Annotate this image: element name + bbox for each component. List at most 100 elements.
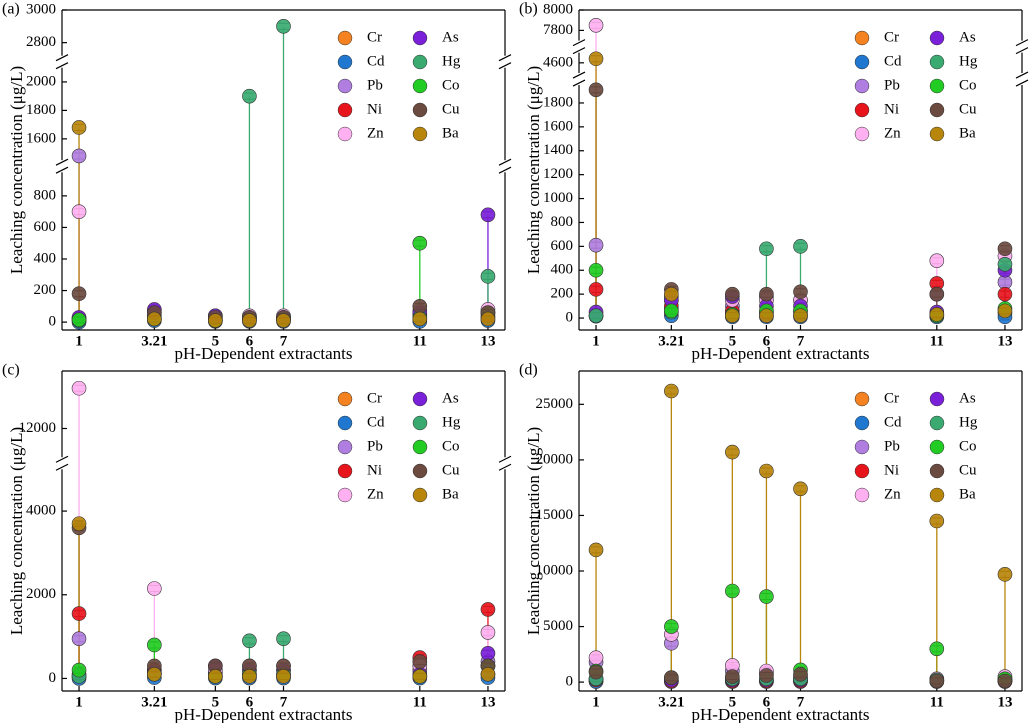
point xyxy=(588,82,604,98)
legend-label: As xyxy=(442,29,459,45)
point xyxy=(71,312,87,328)
point xyxy=(276,631,291,646)
panel-label: (d) xyxy=(519,362,538,379)
legend-marker xyxy=(929,30,945,46)
y-tick-label: 2800 xyxy=(26,34,56,50)
axis-break xyxy=(572,71,586,79)
point xyxy=(71,631,87,646)
point xyxy=(725,308,740,323)
x-tick-label: 13 xyxy=(480,333,495,349)
point xyxy=(480,602,496,617)
legend-label: Cu xyxy=(959,462,977,478)
point xyxy=(71,662,87,678)
legend-label: Cd xyxy=(367,53,385,69)
legend-marker xyxy=(854,102,870,118)
x-tick-label: 1 xyxy=(592,333,600,349)
legend-marker xyxy=(337,391,353,407)
point xyxy=(929,286,945,302)
legend-label: Hg xyxy=(442,53,461,69)
legend-marker xyxy=(929,439,945,455)
axis-break xyxy=(498,54,512,62)
point xyxy=(480,311,496,327)
point xyxy=(929,513,945,529)
point xyxy=(588,282,604,297)
y-tick-label: 1800 xyxy=(543,94,573,110)
legend-marker xyxy=(929,463,945,479)
point xyxy=(664,670,679,685)
x-tick-label: 6 xyxy=(763,694,771,710)
point xyxy=(71,516,87,531)
point xyxy=(997,567,1013,582)
axis-break xyxy=(572,39,586,47)
legend-marker xyxy=(337,78,353,94)
x-axis-label: pH-Dependent extractants xyxy=(692,344,870,363)
legend-label: As xyxy=(959,29,976,45)
y-tick-label: 1400 xyxy=(543,142,573,158)
point xyxy=(759,589,774,604)
y-tick-label: 3000 xyxy=(26,1,56,17)
point xyxy=(793,667,808,682)
y-tick-label: 400 xyxy=(34,250,57,266)
x-tick-label: 13 xyxy=(997,694,1012,710)
legend-label: Co xyxy=(959,438,977,454)
x-tick-label: 6 xyxy=(763,333,771,349)
panel-label: (c) xyxy=(2,362,20,379)
axis-break xyxy=(1015,47,1029,55)
legend-marker xyxy=(929,391,945,407)
legend-marker xyxy=(929,54,945,70)
legend-marker xyxy=(337,415,353,431)
legend-marker xyxy=(854,54,870,70)
point xyxy=(276,669,291,684)
legend-marker xyxy=(854,487,870,503)
axis-break xyxy=(572,79,586,87)
point xyxy=(412,654,428,670)
legend-marker xyxy=(412,126,428,142)
x-tick-label: 11 xyxy=(413,694,427,710)
legend-marker xyxy=(929,78,945,94)
legend-label: Cr xyxy=(367,390,382,406)
axis-break xyxy=(498,158,512,166)
point xyxy=(664,286,679,302)
legend-label: Zn xyxy=(367,125,384,141)
point xyxy=(759,668,774,683)
x-tick-label: 3.21 xyxy=(658,333,684,349)
point xyxy=(480,666,496,682)
axis-break xyxy=(55,54,69,62)
x-tick-label: 11 xyxy=(413,333,427,349)
legend-marker xyxy=(412,102,428,118)
legend-label: Co xyxy=(959,77,977,93)
y-tick-label: 0 xyxy=(49,670,57,686)
point xyxy=(71,380,87,396)
legend-marker xyxy=(412,30,428,46)
legend-label: Ni xyxy=(367,101,382,117)
point xyxy=(997,286,1013,302)
legend-label: Cd xyxy=(884,414,902,430)
legend-label: Ba xyxy=(442,486,459,502)
x-axis-label: pH-Dependent extractants xyxy=(175,705,353,723)
legend-label: Zn xyxy=(367,486,384,502)
legend-marker xyxy=(337,102,353,118)
point xyxy=(412,669,428,684)
legend-marker xyxy=(929,487,945,503)
point xyxy=(793,284,808,300)
y-tick-label: 4000 xyxy=(26,503,56,519)
point xyxy=(242,633,257,649)
point xyxy=(71,204,87,219)
legend-marker xyxy=(337,54,353,70)
legend-marker xyxy=(929,102,945,118)
legend-label: Cu xyxy=(442,462,460,478)
point xyxy=(276,19,291,34)
legend-label: Pb xyxy=(367,77,383,93)
y-tick-label: 800 xyxy=(551,214,574,230)
y-tick-label: 5000 xyxy=(543,618,573,634)
point xyxy=(759,286,774,302)
point xyxy=(997,256,1013,272)
axis-break xyxy=(55,166,69,174)
point xyxy=(929,673,945,689)
x-tick-label: 3.21 xyxy=(658,694,684,710)
axis-break xyxy=(498,455,512,463)
legend-label: Pb xyxy=(884,438,900,454)
y-tick-label: 2000 xyxy=(26,73,56,89)
y-tick-label: 12000 xyxy=(19,420,57,436)
legend-marker xyxy=(337,439,353,455)
